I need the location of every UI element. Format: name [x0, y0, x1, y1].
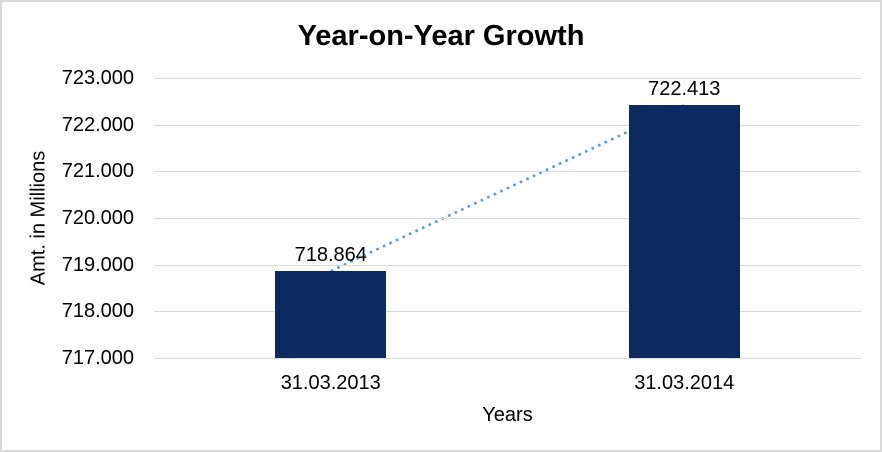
gridline	[154, 358, 861, 359]
x-axis-title: Years	[482, 404, 533, 426]
gridline	[154, 218, 861, 219]
x-tick-label: 31.03.2014	[634, 372, 735, 394]
gridline	[154, 265, 861, 266]
y-tick-label: 723.000	[61, 67, 134, 89]
bar-data-label: 722.413	[648, 78, 721, 101]
gridline	[154, 311, 861, 312]
bar-31.03.2013	[275, 271, 387, 358]
y-tick-label: 721.000	[61, 160, 134, 182]
y-tick-label: 718.000	[61, 300, 134, 322]
gridline	[154, 171, 861, 172]
bar-data-label: 718.864	[294, 244, 367, 266]
y-tick-label: 719.000	[61, 254, 134, 276]
chart-title: Year-on-Year Growth	[297, 20, 585, 52]
trendline	[330, 104, 685, 273]
plot-area: 718.864 722.413	[154, 78, 861, 359]
gridline	[154, 78, 861, 79]
bar-31.03.2014	[628, 105, 740, 358]
gridline	[154, 125, 861, 126]
y-tick-label: 717.000	[61, 347, 134, 369]
x-tick-label: 31.03.2013	[280, 372, 381, 394]
y-tick-label: 722.000	[61, 114, 134, 136]
y-tick-label: 720.000	[61, 207, 134, 229]
